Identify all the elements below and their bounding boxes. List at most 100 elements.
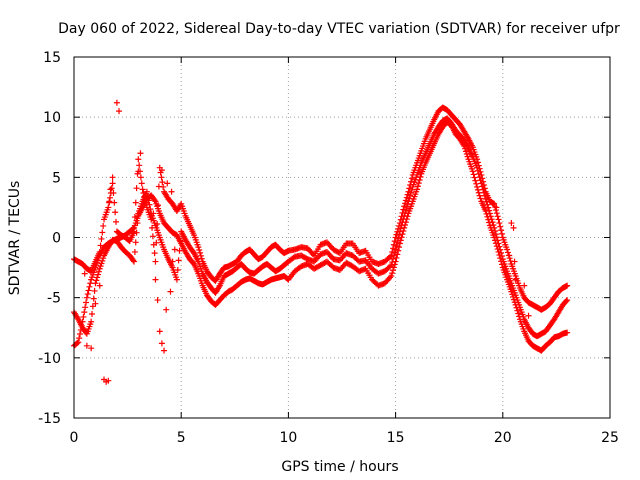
data-point: [491, 200, 498, 207]
data-point: [160, 183, 167, 190]
data-point: [110, 189, 117, 196]
data-point: [158, 174, 165, 181]
data-point: [389, 248, 396, 255]
grid-lines: [74, 57, 610, 418]
data-point: [134, 220, 141, 227]
data-point: [414, 183, 421, 190]
data-point: [149, 233, 156, 240]
data-point: [88, 345, 95, 352]
data-point: [492, 228, 499, 235]
data-point: [132, 199, 139, 206]
data-point: [84, 291, 91, 298]
x-tick-label: 25: [601, 430, 619, 446]
data-point: [474, 156, 481, 163]
data-point: [159, 179, 166, 186]
data-point: [495, 216, 502, 223]
data-point: [495, 240, 502, 247]
data-point: [388, 273, 395, 280]
data-point: [478, 171, 485, 178]
data-point: [564, 297, 571, 304]
y-tick-label: 5: [52, 170, 61, 186]
data-point: [95, 268, 102, 275]
data-point: [76, 335, 83, 342]
data-point: [504, 246, 511, 253]
data-point: [96, 248, 103, 255]
data-point: [135, 168, 142, 175]
data-point: [109, 174, 116, 181]
data-point: [390, 241, 397, 248]
data-point: [472, 177, 479, 184]
data-point: [151, 250, 158, 257]
data-point: [493, 210, 500, 217]
data-point: [469, 168, 476, 175]
data-point: [83, 342, 90, 349]
data-point: [475, 189, 482, 196]
data-point: [474, 186, 481, 193]
data-point: [116, 108, 123, 115]
data-point: [391, 238, 398, 245]
data-point: [88, 318, 95, 325]
data-point: [390, 245, 397, 252]
y-tick-label: 15: [43, 50, 61, 66]
data-point: [563, 298, 570, 305]
data-point: [97, 263, 104, 270]
data-point: [497, 223, 504, 230]
data-point: [96, 282, 103, 289]
data-point: [197, 249, 204, 256]
data-point: [486, 207, 493, 214]
data-point: [131, 258, 138, 265]
data-point: [387, 263, 394, 270]
data-point: [173, 276, 180, 283]
data-point: [399, 209, 406, 216]
data-point: [396, 222, 403, 229]
data-point: [158, 340, 165, 347]
y-tick-label: -5: [47, 291, 61, 307]
data-point: [511, 258, 518, 265]
data-point: [168, 188, 175, 195]
data-point: [91, 287, 98, 294]
data-markers: [71, 99, 571, 385]
data-point: [154, 221, 161, 228]
data-point: [176, 247, 183, 254]
data-point: [476, 165, 483, 172]
data-point: [138, 180, 145, 187]
data-point: [135, 156, 142, 163]
axis-ticks: [73, 56, 611, 419]
data-point: [149, 224, 156, 231]
data-point: [75, 339, 82, 346]
data-point: [112, 209, 119, 216]
data-point: [498, 249, 505, 256]
data-point: [477, 168, 484, 175]
data-point: [94, 274, 101, 281]
data-point: [99, 229, 106, 236]
data-point: [510, 224, 517, 231]
data-point: [470, 171, 477, 178]
data-point: [96, 265, 103, 272]
data-point: [402, 200, 409, 207]
data-point: [494, 237, 501, 244]
data-point: [475, 162, 482, 169]
data-point: [93, 277, 100, 284]
data-point: [390, 255, 397, 262]
data-point: [498, 253, 505, 260]
data-point: [167, 288, 174, 295]
data-point: [86, 283, 93, 290]
data-point: [143, 188, 150, 195]
data-point: [153, 239, 160, 246]
data-point: [508, 220, 515, 227]
data-point: [479, 175, 486, 182]
data-point: [400, 206, 407, 213]
y-tick-label: 10: [43, 110, 61, 126]
data-point: [197, 252, 204, 259]
data-point: [163, 306, 170, 313]
data-point: [151, 197, 158, 204]
x-tick-label: 20: [494, 430, 512, 446]
x-tick-label: 0: [70, 430, 79, 446]
data-point: [150, 210, 157, 217]
data-point: [141, 193, 148, 200]
data-point: [402, 197, 409, 204]
data-point: [155, 202, 162, 209]
data-point: [564, 329, 571, 336]
data-point: [148, 216, 155, 223]
data-point: [390, 267, 397, 274]
